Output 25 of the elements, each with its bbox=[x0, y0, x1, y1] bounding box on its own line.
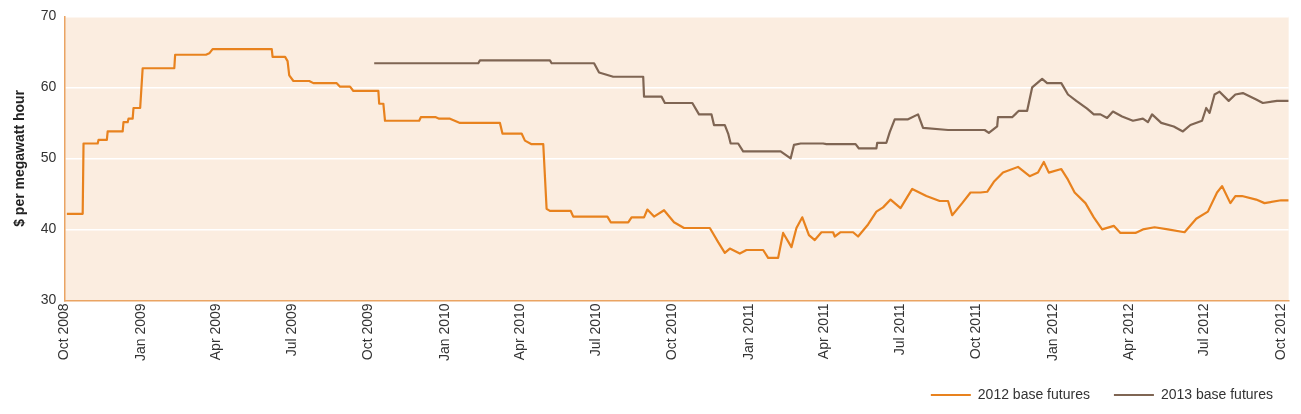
legend-label: 2013 base futures bbox=[1160, 385, 1274, 402]
y-tick-label: 30 bbox=[40, 291, 57, 308]
x-tick-label: Jul 2011 bbox=[890, 303, 907, 356]
y-axis-title: $ per megawatt hour bbox=[11, 89, 28, 227]
x-tick-label: Jan 2012 bbox=[1043, 303, 1060, 361]
x-tick-label: Jul 2012 bbox=[1195, 303, 1212, 357]
x-tick-label: Jan 2011 bbox=[739, 303, 756, 360]
y-tick-label: 60 bbox=[40, 78, 57, 95]
x-tick-label: Jul 2009 bbox=[282, 303, 299, 357]
x-tick-label: Oct 2009 bbox=[359, 303, 376, 361]
x-tick-label: Oct 2010 bbox=[663, 303, 680, 361]
y-tick-label: 50 bbox=[40, 149, 57, 166]
x-tick-label: Apr 2009 bbox=[206, 303, 223, 361]
y-tick-label: 70 bbox=[40, 7, 57, 24]
x-tick-label: Jul 2010 bbox=[586, 303, 603, 357]
x-tick-label: Jan 2010 bbox=[435, 303, 452, 361]
x-tick-label: Apr 2010 bbox=[510, 303, 527, 361]
legend-label: 2012 base futures bbox=[977, 385, 1090, 402]
y-tick-label: 40 bbox=[40, 220, 57, 237]
x-tick-label: Jan 2009 bbox=[131, 303, 148, 361]
x-tick-label: Oct 2011 bbox=[967, 303, 984, 360]
x-tick-label: Apr 2011 bbox=[814, 303, 831, 360]
x-tick-label: Oct 2012 bbox=[1272, 303, 1289, 361]
x-tick-label: Oct 2008 bbox=[55, 303, 72, 361]
x-tick-label: Apr 2012 bbox=[1119, 303, 1136, 361]
